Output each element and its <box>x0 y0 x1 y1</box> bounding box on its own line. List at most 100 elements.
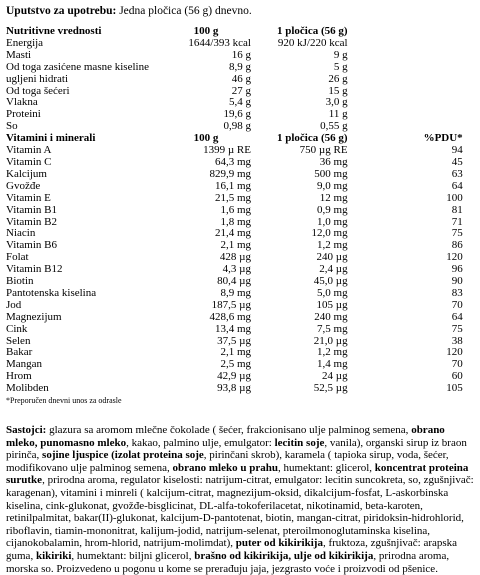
value-per-bar: 12,0 mg <box>311 227 348 240</box>
ingredient-text: glazura sa aromom mlečne čokolade ( šeće… <box>46 424 412 436</box>
nutrient-name: Cink <box>6 322 28 335</box>
footnote-row: *Preporučen dnevni unos za odrasle <box>6 395 463 407</box>
column-header: 1 pločica (56 g) <box>277 25 348 37</box>
value-100g: 93,8 µg <box>217 382 251 395</box>
value-pdu: 96 <box>451 263 463 276</box>
value-per-bar: 21,0 µg <box>313 334 348 347</box>
usage-label: Uputstvo za upotrebu: <box>6 5 117 17</box>
column-header: Vitamini i minerali <box>6 132 96 145</box>
value-pdu: 63 <box>451 167 463 180</box>
value-pdu: 75 <box>451 322 463 335</box>
value-per-bar: 12 mg <box>319 191 348 204</box>
value-per-bar: 105 µg <box>316 298 348 311</box>
value-pdu: 70 <box>451 358 463 371</box>
value-per-bar: 9,0 mg <box>317 179 348 192</box>
value-100g: 19,6 g <box>223 108 252 121</box>
table-row: Cink 13,4 mg 7,5 mg 75 <box>6 322 463 336</box>
table-row: Hrom 42,9 µg 24 µg 60 <box>6 370 463 383</box>
value-100g: 21,5 mg <box>214 191 251 204</box>
nutrient-name: Pantotenska kiselina <box>6 286 97 299</box>
value-pdu: 38 <box>451 334 463 347</box>
table-row: Vitamin B6 2,1 mg 1,2 mg 86 <box>6 239 463 252</box>
nutrient-name: Niacin <box>6 227 36 240</box>
allergen-text: obrano mleko u prahu <box>172 461 278 474</box>
nutrient-name: Vlakna <box>6 96 38 109</box>
allergen-text: koncentrat proteina surutke <box>6 461 469 487</box>
table-row: Selen 37,5 µg 21,0 µg 38 <box>6 334 463 348</box>
allergen-text: sojine ljuspice (izolat proteina soje <box>42 449 204 462</box>
value-per-bar: 45,0 µg <box>313 275 348 288</box>
value-pdu: 120 <box>446 251 463 264</box>
value-pdu: 60 <box>451 370 463 383</box>
value-per-bar: 7,5 mg <box>317 322 348 335</box>
allergen-text: lecitin soje <box>274 436 325 449</box>
footnote: *Preporučen dnevni unos za odrasle <box>6 396 122 406</box>
nutrient-name: Od toga šećeri <box>6 84 70 97</box>
nutrient-name: Magnezijum <box>6 310 62 323</box>
nutrient-name: ugljeni hidrati <box>6 72 69 85</box>
value-pdu: 45 <box>451 155 463 168</box>
value-pdu: 86 <box>451 239 463 252</box>
table-row: Vitamin B1 1,6 mg 0,9 mg 81 <box>6 203 463 217</box>
nutrient-name: Vitamin C <box>6 155 52 168</box>
value-per-bar: 1,2 mg <box>317 346 348 359</box>
nutrient-name: Folat <box>6 251 29 264</box>
nutrient-name: Biotin <box>6 275 34 288</box>
value-per-bar: 36 mg <box>319 155 348 168</box>
nutrient-name: Gvožđe <box>6 179 41 192</box>
table-row: Folat 428 µg 240 µg 120 <box>6 251 463 264</box>
nutrient-name: Energija <box>6 36 44 49</box>
nutrient-name: Molibden <box>6 382 49 395</box>
value-100g: 16 g <box>231 48 251 61</box>
allergen-text: brašno od kikirikija, ulje od kikirikija <box>194 549 374 562</box>
value-100g: 2,5 mg <box>220 358 251 371</box>
ingredient-text: , humektant: biljni glicerol, <box>71 549 195 562</box>
usage-text: Jedna pločica (56 g) dnevno. <box>116 5 252 17</box>
value-per-bar: 0,55 g <box>320 120 348 133</box>
value-100g: 27 g <box>231 84 251 97</box>
value-pdu: 90 <box>451 275 463 288</box>
value-100g: 8,9 g <box>229 60 251 73</box>
value-per-bar: 3,0 g <box>325 96 348 109</box>
value-per-bar: 11 g <box>328 108 348 121</box>
vitamins-header-row: Vitamini i minerali 100 g 1 pločica (56 g)… <box>6 132 463 145</box>
value-per-bar: 15 g <box>328 84 348 97</box>
value-pdu: 64 <box>451 310 463 323</box>
table-row: ugljeni hidrati 46 g 26 g <box>6 72 463 86</box>
value-per-bar: 9 g <box>333 48 348 61</box>
value-100g: 187,5 µg <box>211 298 251 311</box>
ingredient-text: , pirinčani skrob), karamela ( tapioka s… <box>6 449 449 474</box>
table-row: Vitamin E 21,5 mg 12 mg 100 <box>6 191 463 205</box>
nutrient-name: Vitamin B6 <box>6 239 57 252</box>
nutrient-name: Masti <box>6 48 32 61</box>
nutrient-name: Vitamin B12 <box>6 263 63 276</box>
table-row: Kalcijum 829,9 mg 500 mg 63 <box>6 167 463 181</box>
nutrient-name: Mangan <box>6 358 43 371</box>
table-row: Od toga zasićene masne kiseline 8,9 g 5 g <box>6 60 463 74</box>
value-per-bar: 240 mg <box>314 310 348 323</box>
value-pdu: 71 <box>451 215 463 228</box>
nutrient-name: Vitamin E <box>6 191 51 204</box>
value-per-bar: 5 g <box>333 60 348 73</box>
value-100g: 8,9 mg <box>220 286 251 299</box>
table-row: Jod 187,5 µg 105 µg 70 <box>6 298 463 312</box>
ingredients-label: Sastojci: <box>6 424 47 436</box>
table-row: Niacin 21,4 mg 12,0 mg 75 <box>6 228 463 240</box>
value-per-bar: 1,2 mg <box>317 239 348 252</box>
value-100g: 5,4 g <box>229 96 251 109</box>
value-pdu: 75 <box>451 227 463 240</box>
nutrient-name: Hrom <box>6 370 32 383</box>
value-pdu: 105 <box>446 382 463 395</box>
value-per-bar: 240 µg <box>316 251 348 264</box>
value-100g: 1644/393 kcal <box>188 36 251 49</box>
value-per-bar: 0,9 mg <box>317 203 348 216</box>
value-100g: 37,5 µg <box>217 334 251 347</box>
nutrient-name: Proteini <box>6 108 41 121</box>
nutrient-name: Selen <box>6 334 31 347</box>
ingredient-text: , fruktoza, zgušnjivač: arapska guma, <box>6 537 458 562</box>
table-row: Vlakna 5,4 g 3,0 g <box>6 97 463 109</box>
value-100g: 21,4 mg <box>214 227 251 240</box>
value-100g: 4,3 µg <box>222 263 251 276</box>
nutrient-name: Jod <box>6 298 22 311</box>
